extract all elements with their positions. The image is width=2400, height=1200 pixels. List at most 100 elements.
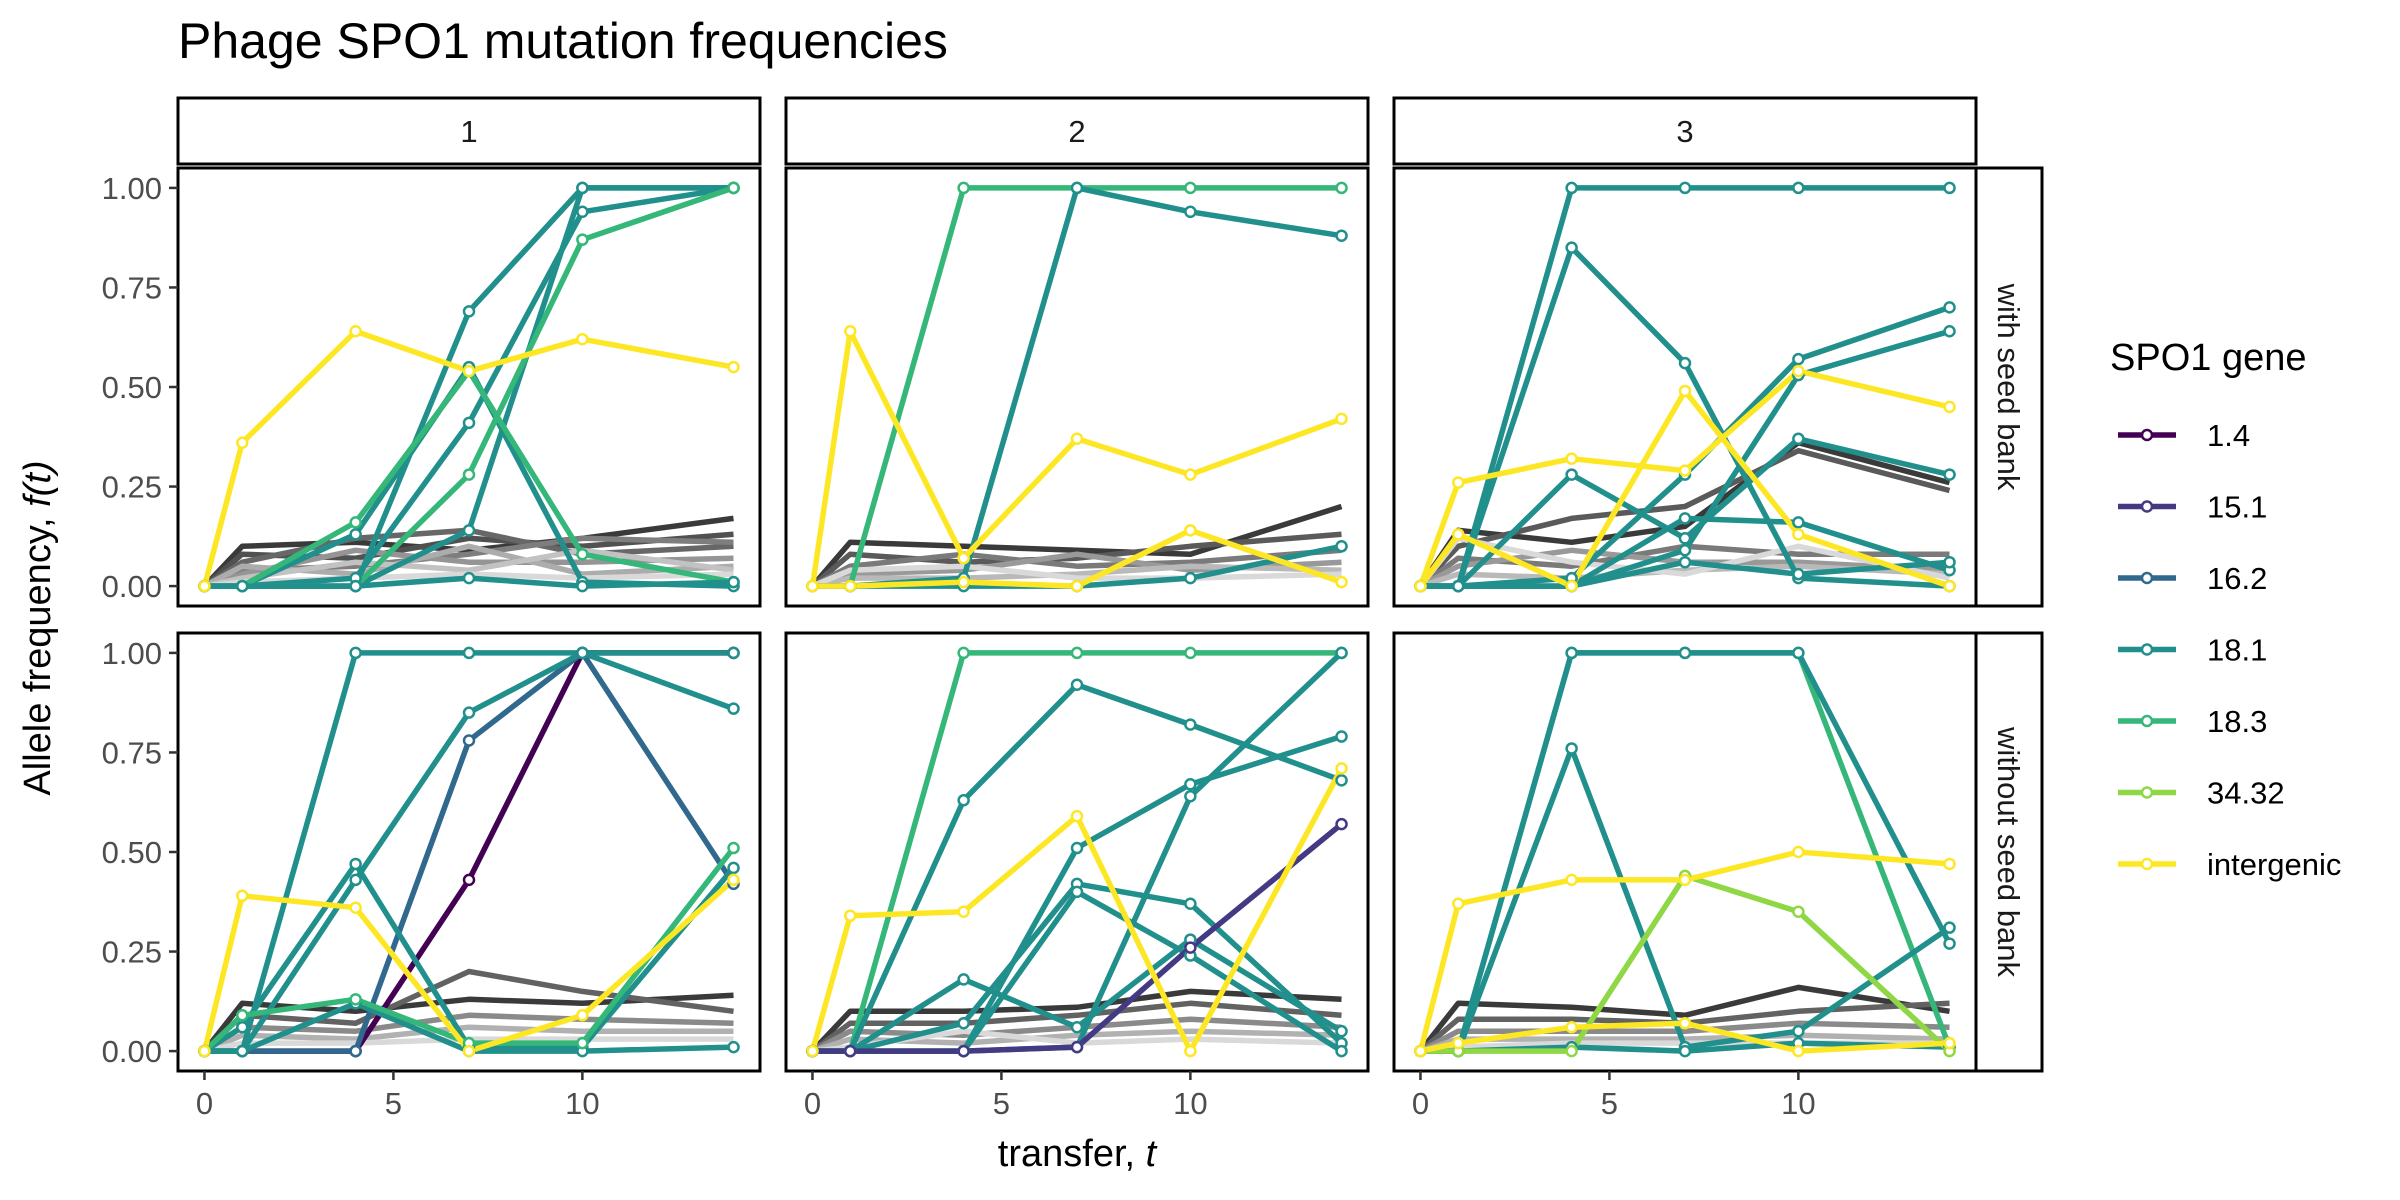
data-point-15-1 bbox=[1335, 817, 1348, 831]
series-line-18-1 bbox=[204, 575, 734, 589]
data-point-18-1 bbox=[235, 1044, 249, 1058]
y-tick-label: 0.25 bbox=[102, 935, 162, 970]
data-point-intergenic bbox=[1070, 809, 1084, 823]
column-strip bbox=[1392, 96, 1978, 166]
legend-key-point bbox=[2140, 643, 2154, 656]
plot-area bbox=[806, 181, 1348, 593]
data-point-18-1 bbox=[1943, 325, 1956, 338]
background-series-line bbox=[811, 563, 1342, 589]
data-point-18-1 bbox=[1565, 742, 1578, 755]
data-point-intergenic bbox=[1943, 400, 1956, 414]
legend-key-point bbox=[2140, 428, 2154, 442]
data-point-intergenic bbox=[957, 905, 970, 918]
row-strip bbox=[1974, 631, 2044, 1073]
x-tick-label: 10 bbox=[1173, 1086, 1207, 1121]
data-point-intergenic bbox=[349, 325, 362, 338]
series-line-15-1 bbox=[812, 821, 1344, 1054]
data-point-18-3 bbox=[462, 468, 476, 481]
row-strip bbox=[1974, 166, 2044, 608]
series-line-intergenic bbox=[1418, 388, 1951, 589]
data-point-18-1 bbox=[576, 579, 589, 593]
x-tick-label: 10 bbox=[565, 1086, 599, 1121]
column-strip-label: 2 bbox=[1068, 114, 1085, 149]
data-point-intergenic bbox=[957, 551, 970, 565]
data-point-intergenic bbox=[806, 579, 819, 593]
series-line-18-1 bbox=[203, 861, 736, 1054]
data-point-18-1 bbox=[1184, 718, 1197, 731]
y-tick-label: 0.00 bbox=[102, 1034, 162, 1069]
data-point-18-1 bbox=[462, 416, 476, 430]
data-point-18-1 bbox=[1943, 921, 1956, 934]
data-point-18-1 bbox=[1792, 352, 1805, 366]
data-point-intergenic bbox=[576, 332, 589, 346]
plot-area bbox=[198, 646, 740, 1058]
data-point-18-3 bbox=[576, 233, 589, 246]
data-point-18-3 bbox=[576, 547, 589, 561]
data-point-18-1 bbox=[349, 579, 362, 593]
data-point-intergenic bbox=[1335, 575, 1348, 589]
row-strip-label: with seed bank bbox=[1991, 283, 2026, 491]
panel-without-seed-bank-col-1: 0.00 0.25 0.50 0.75 1.00 0 5 10 bbox=[102, 631, 762, 1121]
data-point-18-1 bbox=[349, 857, 362, 871]
background-series-line bbox=[1419, 1032, 1950, 1054]
data-point-18-1 bbox=[349, 528, 362, 541]
data-point-intergenic bbox=[1451, 1036, 1465, 1050]
data-point-18-3 bbox=[235, 1009, 249, 1022]
legend-key-point bbox=[2140, 714, 2154, 728]
data-point-intergenic bbox=[1943, 857, 1956, 871]
series-line-intergenic bbox=[1417, 368, 1951, 588]
background-series-line bbox=[202, 992, 734, 1053]
data-point-18-1 bbox=[727, 1040, 740, 1054]
panel-border bbox=[784, 631, 1370, 1073]
data-point-34-32 bbox=[1792, 905, 1805, 918]
background-series-line bbox=[810, 988, 1342, 1053]
data-point-intergenic bbox=[1414, 1044, 1427, 1058]
data-point-18-1 bbox=[957, 973, 970, 986]
data-point-18-1 bbox=[235, 1020, 249, 1034]
data-point-intergenic bbox=[1565, 873, 1578, 887]
panel-border bbox=[1392, 166, 1978, 608]
background-series-line bbox=[203, 1036, 734, 1054]
y-axis-title: Allele frequency, f(t) bbox=[17, 460, 59, 795]
panel-border bbox=[1392, 631, 1978, 1073]
data-point-intergenic bbox=[576, 1009, 589, 1022]
row-strip-label: without seed bank bbox=[1991, 726, 2026, 977]
data-point-18-1 bbox=[1943, 468, 1956, 481]
data-point-15-1 bbox=[1070, 1040, 1084, 1054]
data-point-18-3 bbox=[1070, 646, 1084, 660]
series-line-18-1 bbox=[1420, 559, 1950, 589]
data-point-18-1 bbox=[1070, 1020, 1084, 1034]
series-line-intergenic bbox=[809, 328, 1343, 587]
legend-key-point bbox=[2140, 786, 2154, 799]
data-point-intergenic bbox=[198, 579, 211, 593]
x-tick-label: 5 bbox=[993, 1086, 1010, 1121]
legend-title: SPO1 gene bbox=[2110, 337, 2306, 379]
data-point-34-32 bbox=[1565, 1044, 1578, 1058]
data-point-intergenic bbox=[1792, 845, 1805, 859]
data-point-intergenic bbox=[1565, 579, 1578, 593]
data-point-16-2 bbox=[349, 1044, 362, 1058]
data-point-18-1 bbox=[1335, 540, 1348, 553]
data-point-intergenic bbox=[957, 575, 970, 589]
legend-label: 16.2 bbox=[2207, 561, 2267, 596]
data-point-18-1 bbox=[1943, 937, 1956, 950]
data-point-18-3 bbox=[349, 516, 362, 529]
data-point-18-1 bbox=[1070, 678, 1084, 692]
data-point-18-1 bbox=[1335, 730, 1348, 743]
data-point-intergenic bbox=[1792, 528, 1805, 541]
data-point-18-1 bbox=[1943, 181, 1956, 195]
data-point-intergenic bbox=[1335, 762, 1348, 775]
data-point-18-1 bbox=[1678, 544, 1692, 557]
data-point-18-1 bbox=[1335, 229, 1348, 242]
data-point-18-3 bbox=[957, 181, 970, 195]
data-point-intergenic bbox=[1451, 528, 1465, 541]
data-point-intergenic bbox=[727, 360, 740, 374]
data-point-18-1 bbox=[1565, 468, 1578, 481]
data-point-intergenic bbox=[1184, 524, 1197, 537]
y-tick-label: 0.25 bbox=[102, 470, 162, 505]
data-point-18-1 bbox=[1678, 512, 1692, 525]
data-point-intergenic bbox=[1678, 384, 1692, 398]
panel-without-seed-bank-col-3: 0 5 10 bbox=[1392, 631, 1978, 1121]
data-point-18-1 bbox=[349, 646, 362, 660]
series-line-intergenic bbox=[812, 527, 1343, 589]
